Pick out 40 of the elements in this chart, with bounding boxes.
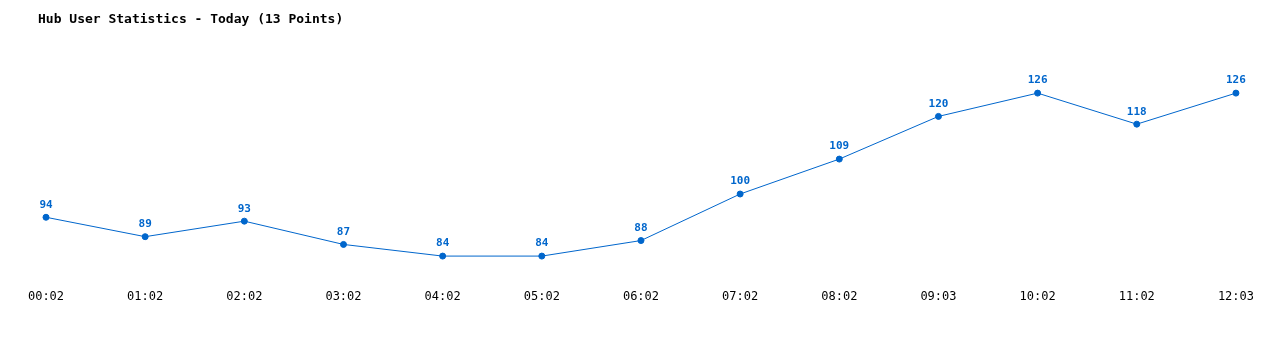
- x-tick-label: 12:03: [1217, 288, 1254, 303]
- data-label: 118: [1126, 104, 1147, 118]
- x-tick-label: 06:02: [622, 288, 660, 303]
- point: [1034, 89, 1042, 97]
- point: [439, 252, 447, 260]
- point: [1232, 89, 1240, 97]
- x-tick-label: 11:02: [1118, 288, 1155, 303]
- data-label: 93: [237, 201, 251, 215]
- x-tick-label: 07:02: [722, 288, 759, 303]
- point: [736, 190, 744, 198]
- x-tick-label: 10:02: [1019, 288, 1056, 303]
- data-label: 87: [336, 224, 351, 238]
- point: [1133, 120, 1141, 128]
- x-tick-label: 09:03: [920, 288, 957, 303]
- data-label: 126: [1027, 73, 1048, 87]
- x-tick-label: 02:02: [226, 288, 263, 303]
- data-label: 126: [1226, 73, 1247, 87]
- x-tick-label: 05:02: [523, 288, 560, 303]
- point: [835, 155, 843, 163]
- x-tick-label: 04:02: [424, 288, 461, 303]
- data-label: 89: [138, 217, 152, 231]
- x-tick-label: 00:02: [27, 288, 65, 303]
- data-label: 84: [436, 236, 450, 250]
- x-tick-label: 08:02: [821, 288, 858, 303]
- data-label: 109: [829, 139, 850, 153]
- x-tick-label: 01:02: [127, 288, 164, 303]
- point: [339, 240, 347, 248]
- point: [141, 233, 149, 241]
- data-label: 100: [730, 174, 751, 188]
- point: [637, 237, 645, 245]
- data-label: 120: [928, 96, 949, 110]
- x-tick-label: 03:02: [325, 288, 362, 303]
- point: [240, 217, 248, 225]
- data-label: 88: [634, 220, 648, 234]
- point: [538, 252, 546, 260]
- point: [42, 213, 50, 221]
- data-label: 84: [535, 236, 549, 250]
- chart-title: Hub User Statistics - Today (13 Points): [38, 11, 344, 27]
- data-label: 94: [39, 197, 53, 211]
- point: [934, 112, 942, 120]
